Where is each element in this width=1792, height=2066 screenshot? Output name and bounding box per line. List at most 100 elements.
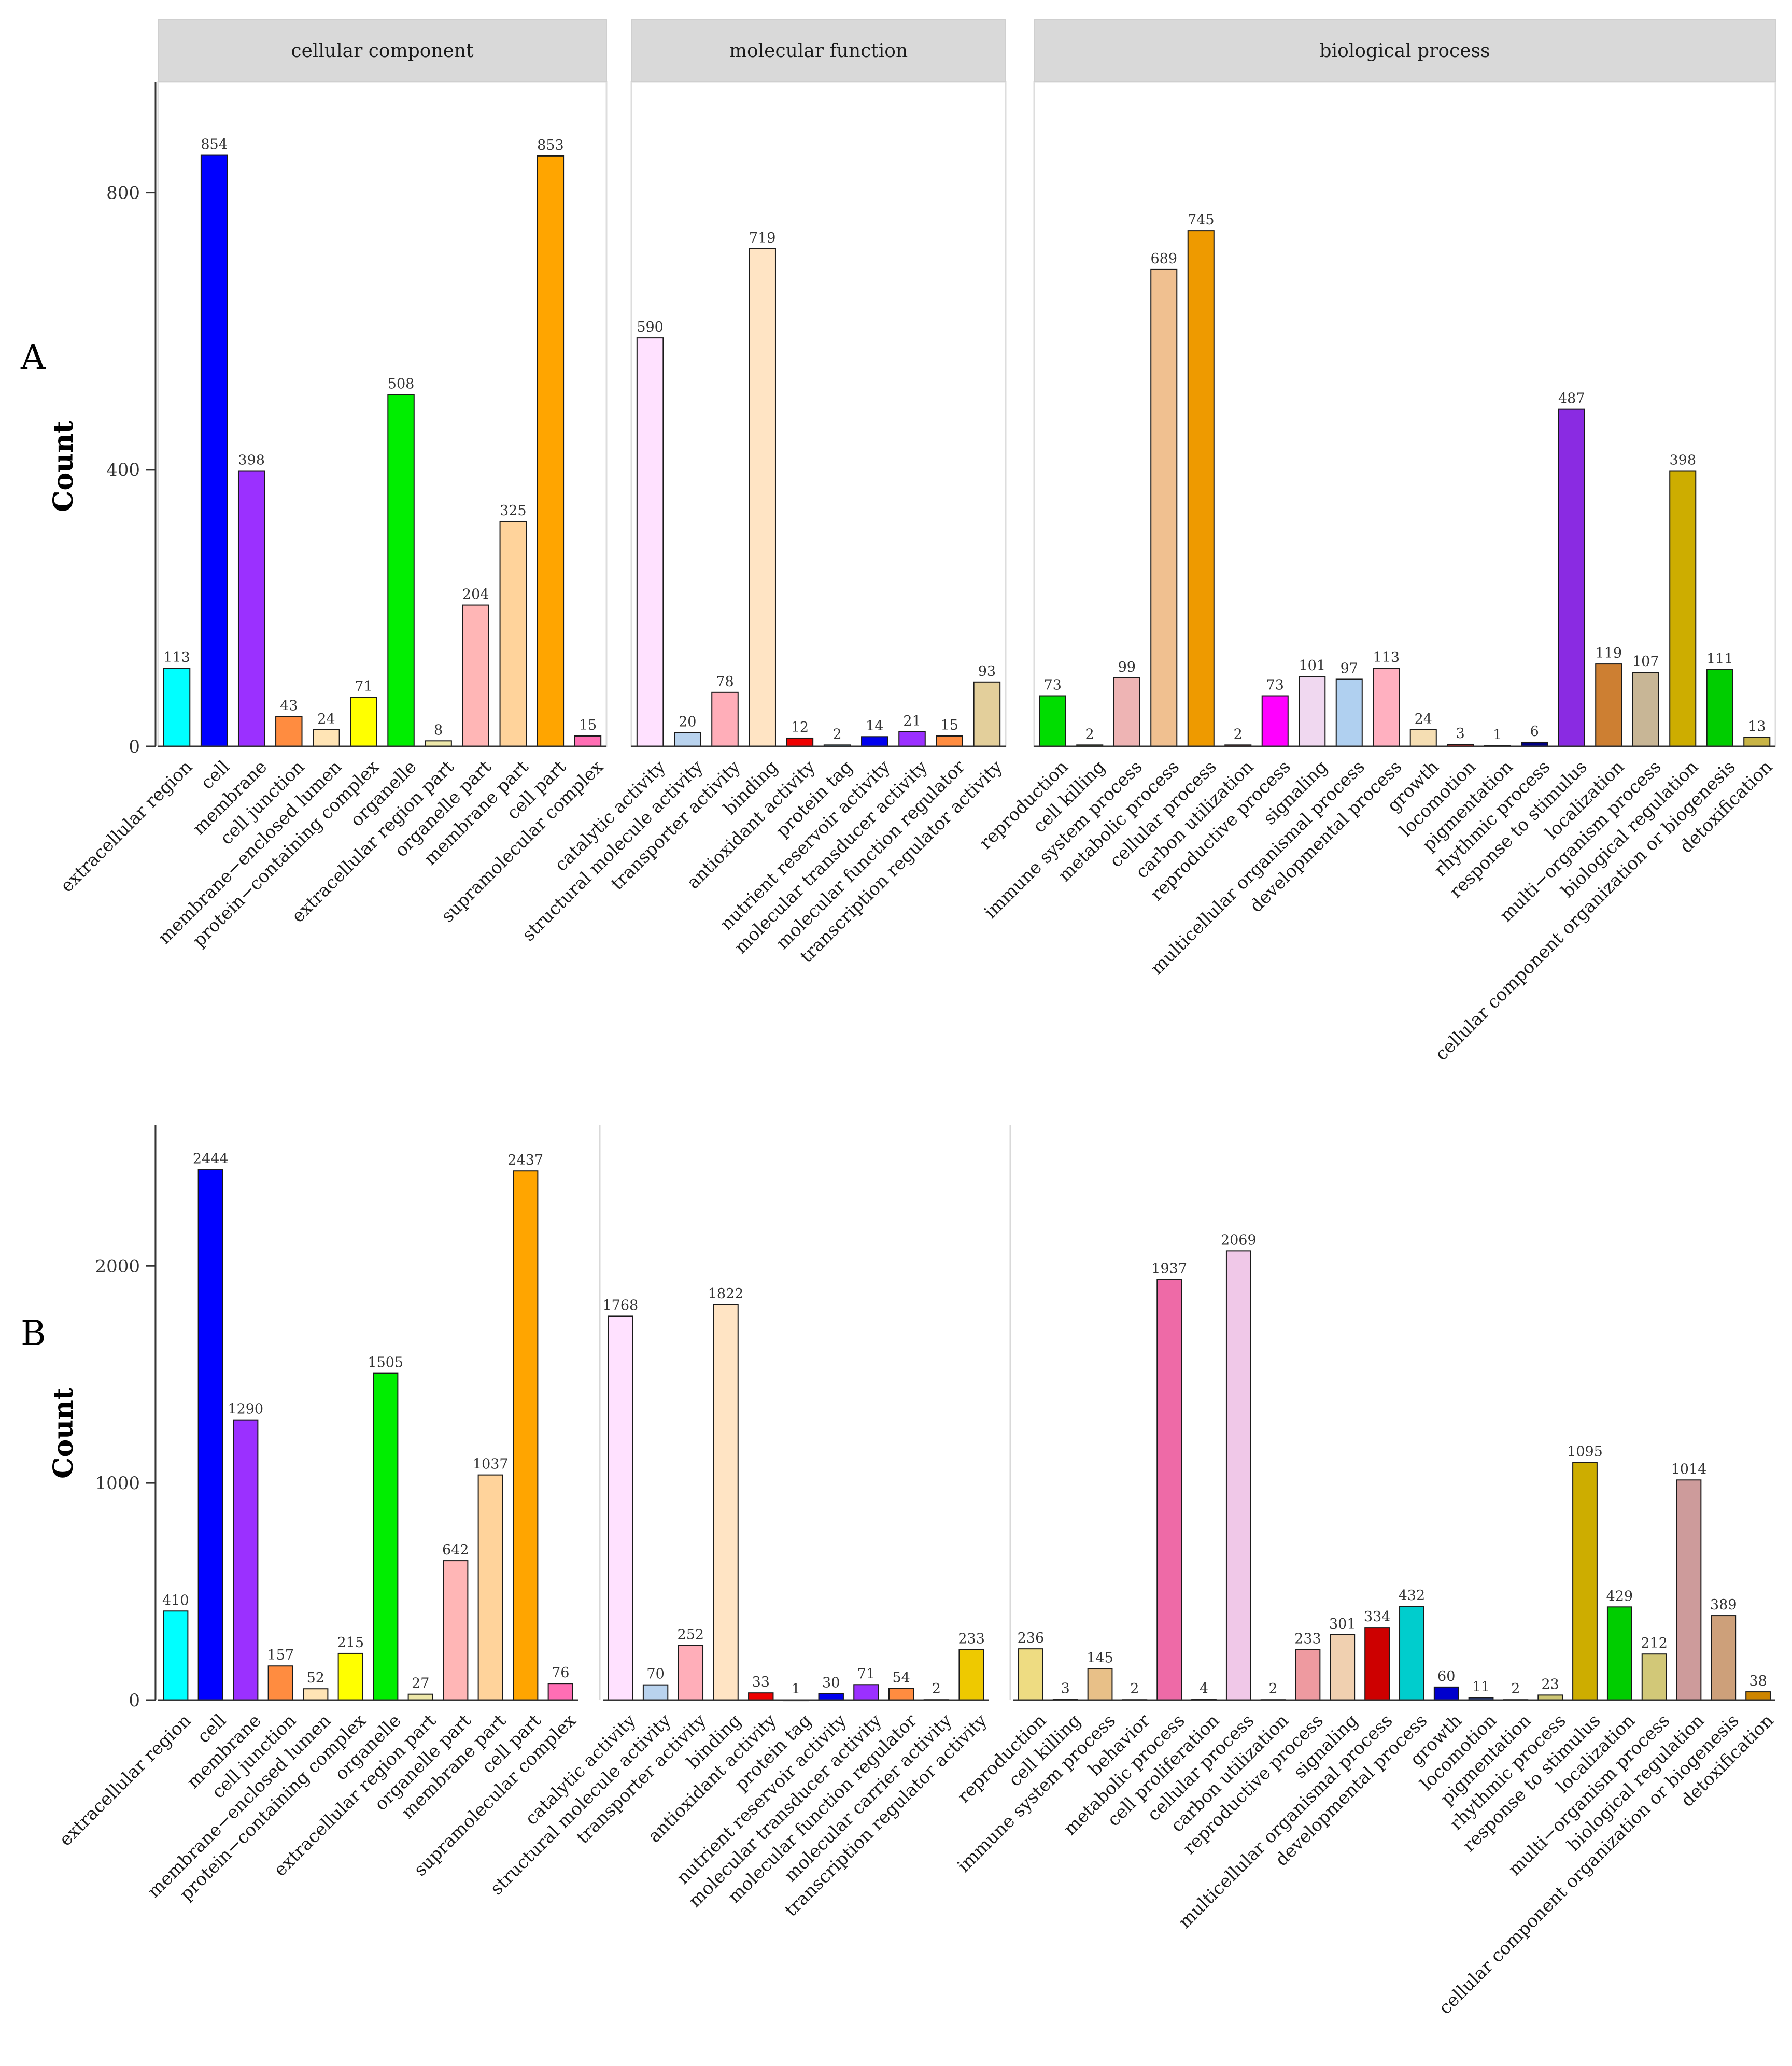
panel-b-bar <box>1225 1250 1251 1701</box>
panel-a-value-label: 508 <box>388 376 415 392</box>
panel-a-bar <box>1558 408 1585 747</box>
panel-b-bar <box>513 1170 539 1701</box>
panel-a-facet-strip <box>631 19 1006 82</box>
panel-b-bar <box>1364 1627 1390 1701</box>
panel-a-value-label: 99 <box>1118 659 1136 675</box>
panel-b-value-label: 52 <box>307 1670 324 1686</box>
panel-a-y-tick-label: 0 <box>129 737 140 757</box>
panel-a-value-label: 73 <box>1044 677 1062 694</box>
panel-a-value-label: 487 <box>1558 391 1585 407</box>
panel-b-value-label: 1290 <box>228 1402 263 1418</box>
panel-a-y-tick-label: 400 <box>106 460 140 480</box>
panel-a-value-label: 204 <box>462 587 489 603</box>
panel-b-value-label: 215 <box>337 1635 364 1651</box>
panel-a-facet-title: biological process <box>1320 40 1490 62</box>
panel-b-value-label: 236 <box>1018 1630 1045 1646</box>
panel-a-bar <box>749 248 776 747</box>
panel-b-bar <box>477 1474 503 1701</box>
panel-b-bar <box>853 1684 879 1701</box>
panel-b-value-label: 1 <box>792 1681 800 1697</box>
panel-a-value-label: 6 <box>1530 724 1539 740</box>
panel-b-bar <box>888 1688 914 1701</box>
panel-b-bar <box>373 1372 399 1701</box>
panel-b-value-label: 233 <box>958 1631 985 1647</box>
panel-b-bar <box>233 1419 259 1701</box>
panel-a-value-label: 111 <box>1706 651 1733 667</box>
panel-a-value-label: 113 <box>1373 649 1400 666</box>
panel-a-bar <box>574 735 602 747</box>
panel-b-value-label: 3 <box>1061 1681 1070 1697</box>
panel-a-bar <box>1409 729 1437 747</box>
panel-a-value-label: 12 <box>791 719 809 735</box>
panel-a-value-label: 13 <box>1748 719 1766 735</box>
panel-a-value-label: 24 <box>1415 711 1432 727</box>
panel-a-bar <box>387 394 415 747</box>
panel-a-bar <box>711 691 739 747</box>
panel-b-value-label: 30 <box>822 1675 840 1691</box>
panel-b-value-label: 2069 <box>1221 1232 1257 1248</box>
panel-a-bar <box>1150 268 1178 747</box>
panel-b-bar <box>1399 1606 1424 1701</box>
panel-b-value-label: 1505 <box>368 1355 403 1371</box>
panel-a-bar <box>1669 470 1697 747</box>
panel-a-value-label: 745 <box>1188 212 1215 228</box>
panel-b-value-label: 642 <box>442 1542 469 1558</box>
panel-a-value-label: 107 <box>1632 654 1659 670</box>
panel-b-value-label: 1937 <box>1151 1261 1187 1277</box>
panel-b-bar <box>713 1304 739 1701</box>
panel-b-value-label: 60 <box>1437 1668 1455 1685</box>
panel-a-value-label: 3 <box>1456 726 1465 742</box>
panel-b-value-label: 157 <box>267 1647 294 1663</box>
panel-a-value-label: 8 <box>434 722 443 738</box>
panel-b-bar <box>1330 1634 1356 1701</box>
panel-a-value-label: 15 <box>941 717 958 733</box>
panel-b-value-label: 71 <box>857 1666 875 1682</box>
panel-a-category-label: extracellular region <box>57 757 196 897</box>
panel-a-bar <box>1595 663 1622 747</box>
panel-b-value-label: 1822 <box>708 1286 744 1302</box>
panel-b-bar <box>1676 1479 1702 1701</box>
panel-a-bar <box>1706 669 1733 747</box>
panel-a-value-label: 71 <box>355 678 372 695</box>
panel-a-value-label: 853 <box>537 137 564 153</box>
panel-a-bar <box>499 520 527 747</box>
panel-a-bar <box>350 697 377 747</box>
panel-b-bar <box>1018 1648 1043 1701</box>
panel-a-facet-strip <box>1034 19 1776 82</box>
panel-a-value-label: 20 <box>679 714 696 730</box>
panel-a-bar <box>674 732 701 747</box>
panel-a-facet-panel <box>157 81 608 747</box>
panel-b-y-axis-title: Count <box>48 1388 79 1479</box>
panel-a-letter: A <box>20 337 46 377</box>
panel-b-value-label: 2 <box>932 1681 941 1697</box>
panel-b-y-tick-label: 2000 <box>95 1256 140 1277</box>
panel-b-value-label: 301 <box>1329 1616 1356 1632</box>
panel-a-bar <box>163 668 191 747</box>
panel-b-value-label: 1095 <box>1567 1444 1603 1460</box>
panel-b-bar <box>818 1693 844 1701</box>
panel-b-bar <box>337 1652 363 1701</box>
panel-a-value-label: 73 <box>1266 677 1284 694</box>
panel-a-value-label: 119 <box>1595 645 1622 661</box>
panel-b-bar <box>678 1645 704 1701</box>
panel-b-value-label: 429 <box>1606 1588 1633 1604</box>
panel-b-bar <box>1606 1606 1632 1701</box>
panel-a-value-label: 113 <box>163 649 190 666</box>
panel-a-value-label: 325 <box>500 503 527 519</box>
panel-a-value-label: 101 <box>1299 658 1325 674</box>
panel-a-bar <box>1113 677 1140 747</box>
panel-b-value-label: 334 <box>1364 1609 1391 1625</box>
panel-b-value-label: 2437 <box>507 1152 543 1168</box>
panel-a-bar <box>786 737 814 747</box>
panel-a-value-label: 854 <box>201 137 228 153</box>
panel-a-facet-panel <box>630 81 1007 747</box>
panel-a-bar <box>1632 672 1659 747</box>
panel-b-value-label: 1037 <box>473 1456 509 1473</box>
panel-a-bar <box>313 729 340 747</box>
panel-b-bar <box>608 1315 633 1701</box>
panel-b-value-label: 389 <box>1710 1597 1737 1613</box>
panel-b-value-label: 1768 <box>603 1297 639 1313</box>
panel-a-bar <box>1743 737 1771 747</box>
